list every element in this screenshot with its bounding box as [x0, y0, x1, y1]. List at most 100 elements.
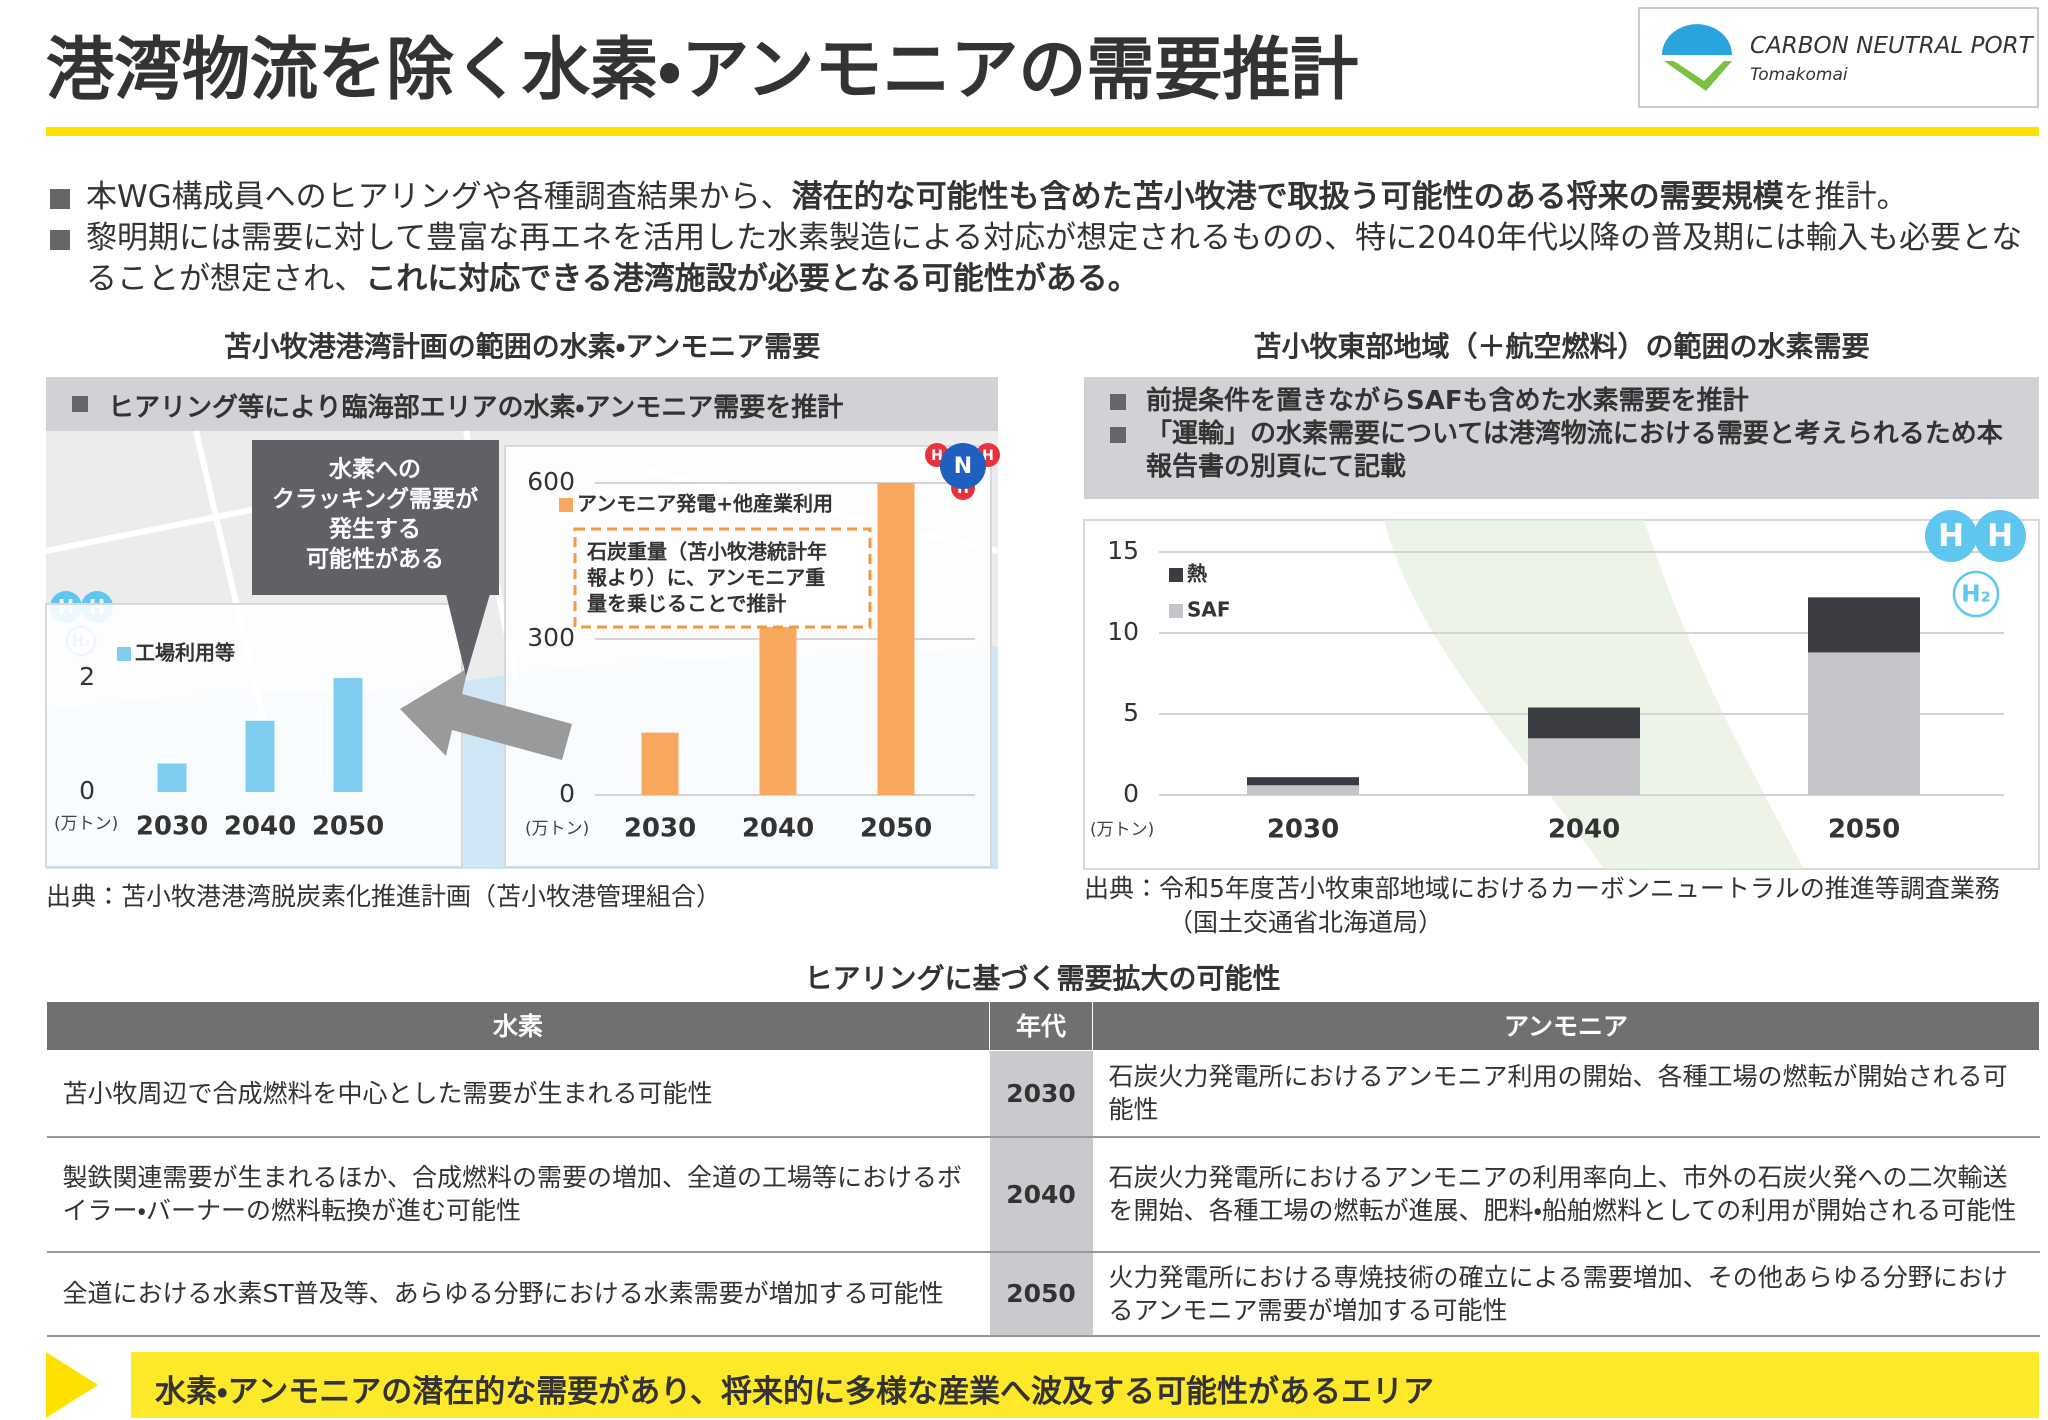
x-tick-label: 2030 — [624, 814, 696, 844]
bar — [157, 763, 187, 792]
callout-text: 発生する — [328, 517, 421, 543]
table-cell: 苫小牧周辺で合成燃料を中心とした需要が生まれる可能性 — [46, 1050, 990, 1138]
bullet-marker — [50, 230, 70, 250]
logo-subtext: Tomakomai — [1750, 65, 1848, 85]
banner: ヒアリング等により臨海部エリアの水素・アンモニア需要を推計 — [46, 377, 998, 431]
x-tick-label: 2030 — [1267, 815, 1339, 845]
table-row: 製鉄関連需要が生まれるほか、合成燃料の需要の増加、全道の工場等におけるボイラー・… — [46, 1136, 2040, 1253]
bullet-text: 黎明期には需要に対して豊富な再エネを活用した水素製造による対応が想定されるものの… — [86, 218, 2039, 300]
legend-label: SAF — [1187, 598, 1231, 622]
x-tick-label: 2050 — [860, 814, 932, 844]
annotation-text: 量を乗じることで推計 — [587, 592, 786, 616]
y-tick-label: 2 — [79, 662, 95, 691]
table-cell: 製鉄関連需要が生まれるほか、合成燃料の需要の増加、全道の工場等におけるボイラー・… — [46, 1136, 990, 1253]
bullet-span: を推計。 — [1783, 179, 1908, 215]
axis-unit: (万トン) — [54, 814, 118, 834]
table-cell: 火力発電所における専焼技術の確立による需要増加、その他あらゆる分野におけるアンモ… — [1092, 1251, 2040, 1337]
bar-segment — [1528, 707, 1640, 739]
header-cell: 年代 — [989, 1001, 1093, 1051]
y-tick-label: 600 — [527, 467, 575, 496]
annotation-text: 石炭重量（苫小牧港統計年 — [586, 540, 827, 564]
bar-segment — [1808, 652, 1920, 795]
chart: 0 5 10 15 2030 2040 2050 (万トン) 熱 SAF H H H₂ — [1083, 510, 2040, 870]
y-tick-label: 300 — [527, 623, 575, 652]
table-cell: 石炭火力発電所におけるアンモニアの利用率向上、市外の石炭火発への二次輸送を開始、… — [1092, 1136, 2040, 1253]
bar — [641, 732, 679, 795]
bar — [333, 678, 363, 792]
bullet-marker — [1110, 394, 1126, 410]
annotation-text: 報より）に、アンモニア重 — [587, 566, 825, 590]
table-row: 苫小牧周辺で合成燃料を中心とした需要が生まれる可能性 2030 石炭火力発電所におけ… — [46, 1050, 2040, 1138]
bar — [759, 623, 797, 795]
conclusion-arrow — [46, 1352, 98, 1418]
callout-pointer — [446, 594, 490, 676]
icon-atom — [940, 443, 986, 489]
icon-label: H — [982, 448, 994, 464]
y-tick-label: 0 — [79, 776, 95, 805]
icon-label: H — [1938, 518, 1964, 554]
header-row: 水素 年代 アンモニア — [46, 1001, 2040, 1051]
banner-text: 「運輸」の水素需要については港湾物流における需要と考えられるため本報告書の別頁に… — [1146, 419, 2003, 482]
table-cell: 石炭火力発電所におけるアンモニア利用の開始、各種工場の燃転が開始される可能性 — [1092, 1050, 2040, 1138]
year-cell: 2040 — [989, 1136, 1093, 1253]
demand-table: 水素 年代 アンモニア 苫小牧周辺で合成燃料を中心とした需要が生まれる可能性 2030 石… — [46, 1001, 2040, 1337]
header-cell: 水素 — [46, 1001, 990, 1051]
year-cell: 2050 — [989, 1251, 1093, 1337]
legend-swatch — [117, 647, 131, 661]
legend-swatch — [559, 498, 573, 512]
title-rule — [46, 127, 2039, 136]
bar-segment — [1247, 777, 1359, 786]
icon-label: H — [1987, 518, 2013, 554]
legend-swatch — [1169, 604, 1183, 618]
y-tick-label: 5 — [1123, 698, 1139, 727]
icon-atom — [1974, 510, 2026, 562]
legend-label: 熱 — [1187, 562, 1207, 586]
bullet-marker — [50, 189, 70, 209]
bullet-marker — [72, 396, 88, 412]
chart: 0 300 600 2030 2040 2050 (万トン) アンモニア発電+他産業利用石炭重… — [504, 443, 1000, 868]
source-note: 出典：苫小牧港港湾脱炭素化推進計画（苫小牧港管理組合） — [46, 882, 722, 911]
legend-label: 工場利用等 — [135, 641, 235, 665]
table-row: 全道における水素ST普及等、あらゆる分野における水素需要が増加する可能性 2050… — [46, 1251, 2040, 1337]
chart: 0 2 2030 2040 2050 (万トン) 工場利用等 — [45, 603, 463, 868]
y-tick-label: 0 — [1123, 779, 1139, 808]
banner-text: ヒアリング等により臨海部エリアの水素・アンモニア需要を推計 — [108, 393, 844, 423]
logo-text: CARBON NEUTRAL PORT — [1750, 33, 2033, 59]
legend-swatch — [1169, 568, 1183, 582]
x-tick-label: 2050 — [1828, 815, 1900, 845]
axis-unit: (万トン) — [525, 819, 589, 839]
callout-text: クラッキング需要が — [272, 486, 478, 513]
conclusion-text: 水素・アンモニアの潜在的な需要があり、将来的に多様な産業へ波及する可能性があるエ… — [155, 1374, 1435, 1410]
x-tick-label: 2040 — [1548, 815, 1620, 845]
pointer-arrow — [400, 668, 572, 760]
year-cell: 2030 — [989, 1050, 1093, 1138]
section-heading: 苫小牧港港湾計画の範囲の水素・アンモニア需要 — [223, 330, 821, 363]
logo-box: CARBON NEUTRAL PORT Tomakomai — [1638, 7, 2039, 108]
x-tick-label: 2030 — [136, 812, 208, 842]
logo-icon — [1662, 24, 1732, 91]
bullet-span: 本WG構成員へのヒアリングや各種調査結果から、 — [86, 179, 792, 215]
legend-label: アンモニア発電+他産業利用 — [577, 492, 833, 516]
table-cell: 全道における水素ST普及等、あらゆる分野における水素需要が増加する可能性 — [46, 1251, 990, 1337]
axis-unit: (万トン) — [1090, 820, 1154, 840]
slide-title: 港湾物流を除く水素・アンモニアの需要推計 — [46, 31, 1359, 110]
conclusion-box: 水素・アンモニアの潜在的な需要があり、将来的に多様な産業へ波及する可能性があるエ… — [131, 1352, 2039, 1418]
bar-segment — [1808, 597, 1920, 653]
y-tick-label: 0 — [559, 779, 575, 808]
bullet-bold: 潜在的な可能性も含めた苫小牧港で取扱う可能性のある将来の需要規模 — [791, 179, 1784, 215]
x-tick-label: 2040 — [742, 814, 814, 844]
bar — [245, 720, 275, 792]
bullet-text: 本WG構成員へのヒアリングや各種調査結果から、潜在的な可能性も含めた苫小牧港で取… — [86, 177, 2039, 218]
bullet-span: 黎明期には需要に対して豊富な再エネを活用した水素製造による対応が想定されるものの… — [86, 220, 2023, 297]
callout-text: 水素への — [328, 456, 421, 483]
annotation-box — [573, 527, 872, 629]
icon-ring — [1952, 570, 2000, 618]
x-tick-label: 2050 — [312, 812, 384, 842]
icon-label: N — [954, 454, 972, 479]
y-tick-label: 15 — [1107, 536, 1139, 565]
icon-label: H₂ — [1961, 582, 1990, 608]
map-shape — [1384, 520, 1804, 869]
banner-text: 前提条件を置きながらSAFも含めた水素需要を推計 — [1146, 386, 1749, 416]
